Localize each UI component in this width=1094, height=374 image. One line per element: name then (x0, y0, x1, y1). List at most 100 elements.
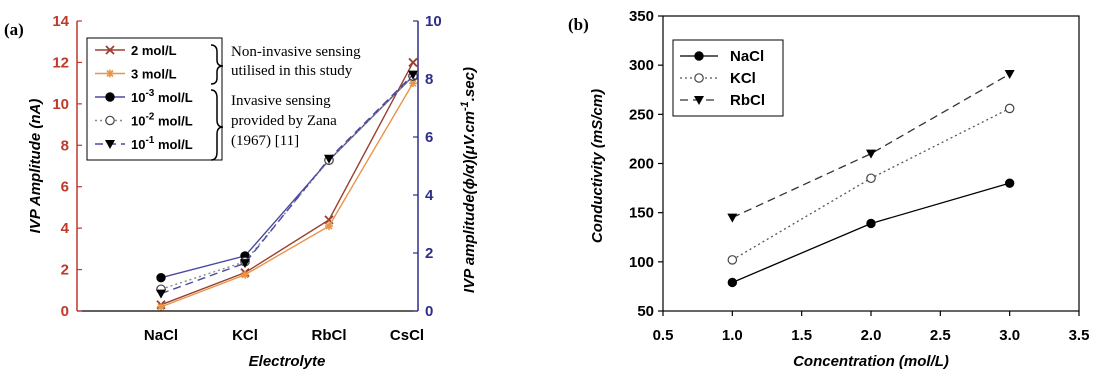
x-tick-label: 1.5 (791, 327, 812, 344)
brace-invasive (210, 89, 224, 161)
series-line (160, 75, 414, 279)
x-tick-label: 2.5 (930, 327, 951, 344)
data-point (727, 277, 738, 288)
data-point (156, 272, 166, 283)
annotation-invasive-line1: Invasive sensing (231, 93, 331, 109)
y2-tick-label: 0 (425, 303, 433, 320)
legend-item: NaCl (680, 48, 764, 65)
series-4 (156, 70, 418, 299)
legend-marker (105, 92, 115, 102)
chart-a-y2-label: IVP amplitude(ϕ/α)(μV.cm-1.sec) (459, 67, 478, 293)
data-point (1004, 178, 1015, 188)
y-tick-label: 8 (61, 137, 69, 154)
data-point (727, 255, 738, 265)
data-point (409, 79, 417, 88)
legend-marker (105, 115, 115, 126)
legend-item: 10-2 mol/L (95, 112, 193, 129)
x-tick-label: KCl (232, 327, 258, 344)
data-point (240, 259, 250, 269)
legend-label: KCl (730, 70, 756, 87)
chart-a: 0 2 4 6 8 10 12 14 0 2 4 6 8 10 NaCl KCl RbCl CsCl IVP Am… (27, 13, 478, 370)
data-point (408, 70, 418, 80)
legend-item: 10-3 mol/L (95, 88, 193, 105)
legend-item: KCl (680, 70, 756, 87)
x-tick-label: 3.0 (999, 327, 1020, 344)
panel-a-label: (a) (4, 20, 24, 39)
legend-marker (105, 140, 115, 149)
data-point (866, 218, 876, 229)
y-tick-label: 0 (61, 303, 69, 320)
y2-tick-label: 8 (425, 71, 433, 88)
annotation-invasive-line2: provided by Zana (231, 113, 337, 129)
y-tick-label: 6 (61, 179, 69, 196)
panel-b-label: (b) (568, 15, 589, 34)
y-tick-label: 4 (61, 220, 70, 237)
y-tick-label: 150 (629, 205, 654, 222)
data-point (866, 149, 876, 159)
data-point (866, 173, 876, 184)
legend-label: 2 mol/L (131, 43, 177, 58)
y-tick-label: 12 (52, 54, 69, 71)
x-tick-label: NaCl (144, 327, 178, 344)
data-point (157, 302, 165, 311)
chart-b-legend: NaCl KCl RbCl (672, 39, 784, 117)
legend-label: 10-2 mol/L (131, 112, 193, 129)
series-1 (157, 79, 417, 311)
y2-tick-label: 4 (425, 187, 434, 204)
chart-b-ticks: 50 100 150 200 250 300 350 0.5 1.0 1.5 2.0 2.5 3.0 3.… (629, 8, 1089, 344)
legend-marker (694, 73, 704, 83)
chart-b-x-label: Concentration (mol/L) (793, 353, 949, 370)
chart-a-legend: 2 mol/L 3 mol/L 10-3 mol/L 10-2 mol/L 10-1 m… (86, 37, 223, 161)
legend-label: RbCl (730, 92, 765, 109)
series-line (160, 82, 414, 308)
chart-a-series (156, 57, 418, 311)
y-tick-label: 250 (629, 106, 654, 123)
annotation-invasive-line3: (1967) [11] (231, 133, 299, 149)
y-tick-label: 2 (61, 262, 69, 279)
chart-b-y-label: Conductivity (mS/cm) (589, 89, 606, 243)
legend-marker (694, 51, 704, 61)
data-point (1004, 70, 1015, 80)
legend-label: 10-1 mol/L (131, 135, 193, 152)
legend-box (672, 39, 784, 117)
legend-label: 10-3 mol/L (131, 88, 193, 105)
y-tick-label: 300 (629, 57, 654, 74)
y-tick-label: 100 (629, 254, 654, 271)
x-tick-label: 0.5 (653, 327, 674, 344)
y-tick-label: 10 (52, 96, 69, 113)
annotation-noninvasive-line1: Non-invasive sensing (231, 44, 361, 60)
data-point (727, 213, 738, 223)
data-point (408, 57, 418, 68)
y2-tick-label: 6 (425, 129, 433, 146)
legend-marker (694, 96, 704, 105)
y-tick-label: 350 (629, 8, 654, 25)
data-point (324, 154, 334, 164)
y2-tick-label: 2 (425, 245, 433, 262)
series-kcl (727, 103, 1015, 265)
legend-label: 3 mol/L (131, 67, 177, 82)
y-tick-label: 200 (629, 156, 654, 173)
data-point (325, 222, 333, 231)
chart-b-series (727, 70, 1015, 288)
legend-item: 3 mol/L (95, 67, 177, 82)
chart-a-x-label: Electrolyte (249, 353, 326, 370)
series-line (732, 107, 1010, 261)
annotation-noninvasive-line2: utilised in this study (231, 63, 353, 79)
x-tick-label: 2.0 (861, 327, 882, 344)
y-tick-label: 14 (52, 13, 69, 30)
x-tick-label: 1.0 (722, 327, 743, 344)
legend-marker (106, 69, 114, 78)
chart-a-ticks: 0 2 4 6 8 10 12 14 0 2 4 6 8 10 NaCl KCl RbCl CsCl (52, 13, 441, 344)
x-tick-label: CsCl (390, 327, 424, 344)
x-tick-label: 3.5 (1069, 327, 1090, 344)
y2-tick-label: 10 (425, 13, 442, 30)
data-point (1004, 103, 1015, 114)
series-nacl (727, 178, 1015, 288)
legend-item: RbCl (680, 92, 765, 109)
legend-item: 10-1 mol/L (95, 135, 193, 152)
series-line (160, 62, 414, 306)
x-tick-label: RbCl (312, 327, 347, 344)
data-point (156, 289, 166, 299)
series-rbcl (727, 70, 1015, 223)
